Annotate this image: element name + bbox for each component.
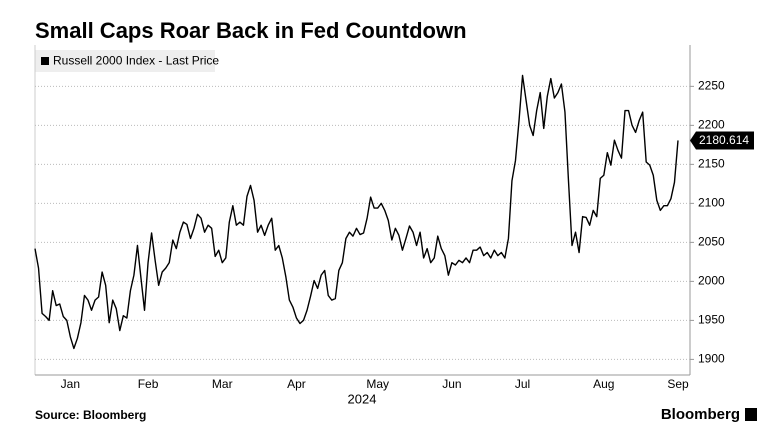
price-line	[34, 74, 679, 350]
y-tick-label: 2050	[698, 235, 725, 249]
x-tick-label: Jan	[61, 377, 80, 391]
legend-label: Russell 2000 Index - Last Price	[53, 54, 219, 68]
y-tick-label: 2200	[698, 118, 725, 132]
source: Source: Bloomberg	[35, 408, 146, 422]
y-tick-label: 2250	[698, 79, 725, 93]
y-tick-label: 2100	[698, 196, 725, 210]
last-price-label: 2180.614	[699, 133, 749, 147]
legend-box	[35, 50, 215, 72]
legend-swatch	[41, 57, 49, 65]
brand: Bloomberg	[661, 406, 740, 423]
x-tick-label: Sep	[667, 377, 689, 391]
x-tick-label: Mar	[212, 377, 233, 391]
last-price-tag	[690, 131, 754, 150]
x-tick-label: May	[366, 377, 389, 391]
x-tick-label: Aug	[593, 377, 614, 391]
x-axis-label: 2024	[348, 391, 377, 406]
y-tick-label: 2150	[698, 157, 725, 171]
chart-title: Small Caps Roar Back in Fed Countdown	[35, 18, 467, 43]
x-tick-label: Jun	[442, 377, 461, 391]
x-tick-label: Feb	[138, 377, 159, 391]
y-tick-label: 2000	[698, 274, 725, 288]
x-tick-label: Apr	[287, 377, 306, 391]
y-tick-label: 1900	[698, 352, 725, 366]
y-tick-label: 1950	[698, 313, 725, 327]
x-tick-label: Jul	[515, 377, 530, 391]
brand-icon	[745, 408, 757, 421]
